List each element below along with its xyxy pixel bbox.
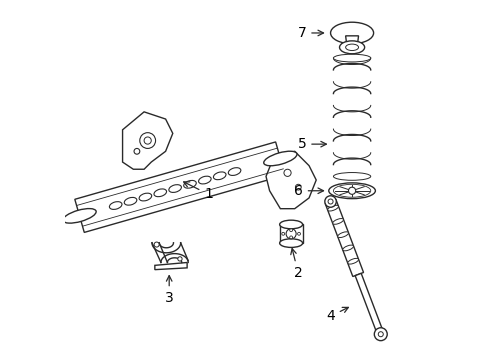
Ellipse shape [328, 183, 375, 199]
Ellipse shape [333, 172, 370, 180]
Polygon shape [345, 36, 358, 44]
Ellipse shape [339, 41, 364, 54]
Polygon shape [279, 225, 302, 243]
Circle shape [178, 257, 182, 261]
Circle shape [327, 199, 332, 204]
Ellipse shape [109, 202, 122, 210]
Polygon shape [122, 112, 172, 169]
Ellipse shape [332, 219, 343, 224]
Ellipse shape [263, 151, 296, 166]
Polygon shape [155, 262, 187, 270]
Circle shape [297, 232, 300, 235]
Polygon shape [325, 199, 363, 276]
Text: 5: 5 [297, 137, 325, 151]
Polygon shape [354, 273, 383, 336]
Ellipse shape [347, 258, 358, 264]
Polygon shape [265, 151, 316, 209]
Circle shape [154, 242, 159, 247]
Ellipse shape [124, 197, 137, 205]
Ellipse shape [345, 44, 358, 50]
Text: 6: 6 [293, 184, 323, 198]
Polygon shape [75, 142, 285, 233]
Ellipse shape [330, 22, 373, 44]
Ellipse shape [333, 54, 370, 62]
Ellipse shape [342, 245, 353, 251]
Ellipse shape [279, 239, 302, 247]
Circle shape [373, 328, 386, 341]
Ellipse shape [63, 208, 96, 223]
Text: 2: 2 [290, 249, 302, 280]
Circle shape [348, 187, 355, 194]
Ellipse shape [285, 229, 296, 239]
Circle shape [140, 133, 155, 148]
Text: 4: 4 [325, 307, 347, 323]
Ellipse shape [183, 180, 196, 188]
Ellipse shape [213, 172, 225, 180]
Circle shape [281, 232, 284, 235]
Ellipse shape [327, 205, 338, 211]
Circle shape [289, 236, 292, 239]
Circle shape [295, 184, 301, 190]
Circle shape [289, 229, 292, 231]
Ellipse shape [154, 189, 166, 197]
Circle shape [284, 169, 290, 176]
Ellipse shape [228, 168, 241, 175]
Circle shape [378, 332, 383, 337]
Ellipse shape [279, 220, 302, 229]
Circle shape [324, 196, 336, 207]
Ellipse shape [337, 232, 348, 238]
Text: 3: 3 [164, 276, 173, 305]
Text: 1: 1 [183, 182, 213, 201]
Circle shape [144, 137, 151, 144]
Circle shape [134, 148, 140, 154]
Ellipse shape [168, 185, 181, 193]
Ellipse shape [139, 193, 151, 201]
Text: 7: 7 [297, 26, 323, 40]
Ellipse shape [198, 176, 211, 184]
